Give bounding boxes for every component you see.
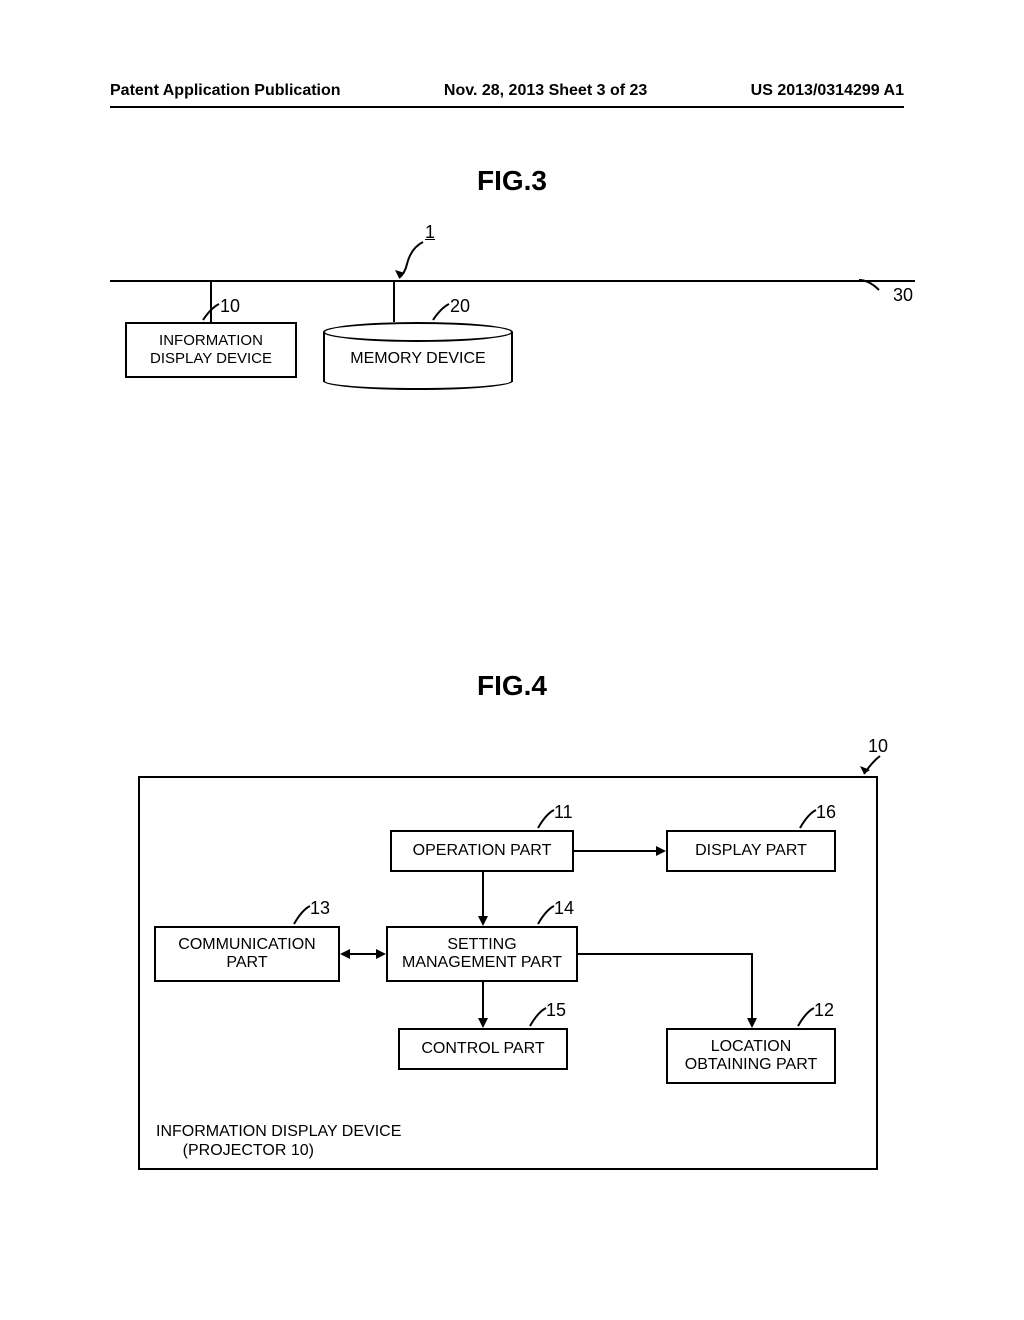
p14-l2: MANAGEMENT PART xyxy=(402,954,562,972)
caption-l2: (PROJECTOR 10) xyxy=(183,1142,314,1159)
header-right: US 2013/0314299 A1 xyxy=(751,82,904,100)
arrowhead-14 xyxy=(376,949,386,959)
page-header: Patent Application Publication Nov. 28, … xyxy=(110,82,904,106)
ref-30: 30 xyxy=(893,285,913,306)
arrow-14-15 xyxy=(482,982,484,1018)
header-center: Nov. 28, 2013 Sheet 3 of 23 xyxy=(444,82,647,100)
arrowhead-13 xyxy=(340,949,350,959)
outer-caption: INFORMATION DISPLAY DEVICE (PROJECTOR 10… xyxy=(156,1122,401,1160)
header-left: Patent Application Publication xyxy=(110,82,341,100)
leader-11 xyxy=(534,810,558,832)
memory-device-label: MEMORY DEVICE xyxy=(323,350,513,368)
p13-l1: COMMUNICATION xyxy=(178,936,315,954)
leader-12 xyxy=(794,1008,818,1030)
cyl-bot xyxy=(323,372,513,390)
bus-drop-20 xyxy=(393,280,395,322)
arrow-14-12-h xyxy=(578,953,753,955)
arrowhead-11-16 xyxy=(656,846,666,856)
ref-10-outer: 10 xyxy=(868,736,888,757)
ref-20: 20 xyxy=(450,296,470,317)
display-part: DISPLAY PART xyxy=(666,830,836,872)
box10-line1: INFORMATION xyxy=(159,332,263,350)
p12-l1: LOCATION xyxy=(711,1038,792,1056)
fig4-title: FIG.4 xyxy=(412,670,612,702)
setting-management-part: SETTING MANAGEMENT PART xyxy=(386,926,578,982)
memory-device-cylinder: MEMORY DEVICE xyxy=(323,322,513,390)
caption-l1: INFORMATION DISPLAY DEVICE xyxy=(156,1123,401,1140)
leader-16 xyxy=(796,810,820,832)
fig3-diagram: 1 30 10 INFORMATION DISPLAY DEVICE 20 xyxy=(115,230,895,470)
ref-10: 10 xyxy=(220,296,240,317)
information-display-device-box: INFORMATION DISPLAY DEVICE xyxy=(125,322,297,378)
leader-30 xyxy=(859,278,885,294)
p12-l2: OBTAINING PART xyxy=(685,1056,817,1074)
arrow-13-14 xyxy=(350,953,376,955)
arrowhead-11-14 xyxy=(478,916,488,926)
arrow-11-16 xyxy=(574,850,656,852)
leader-14 xyxy=(534,906,558,928)
control-part: CONTROL PART xyxy=(398,1028,568,1070)
arrow-14-12-v xyxy=(751,953,753,1018)
leader-20 xyxy=(429,304,453,324)
p14-l1: SETTING xyxy=(447,936,516,954)
fig4-diagram: 10 INFORMATION DISPLAY DEVICE (PROJECTOR… xyxy=(138,740,878,1170)
cyl-top xyxy=(323,322,513,342)
p16-label: DISPLAY PART xyxy=(695,842,807,860)
header-rule xyxy=(110,106,904,108)
fig3-title: FIG.3 xyxy=(412,165,612,197)
p11-label: OPERATION PART xyxy=(413,842,552,860)
arrow-11-14 xyxy=(482,872,484,916)
bus-line xyxy=(110,280,915,282)
arrowhead-14-15 xyxy=(478,1018,488,1028)
leader-15 xyxy=(526,1008,550,1030)
p13-l2: PART xyxy=(226,954,267,972)
p15-label: CONTROL PART xyxy=(421,1040,544,1058)
leader-1 xyxy=(393,240,427,282)
location-obtaining-part: LOCATION OBTAINING PART xyxy=(666,1028,836,1084)
communication-part: COMMUNICATION PART xyxy=(154,926,340,982)
operation-part: OPERATION PART xyxy=(390,830,574,872)
box10-line2: DISPLAY DEVICE xyxy=(150,350,272,368)
leader-10 xyxy=(199,304,223,324)
leader-13 xyxy=(290,906,314,928)
arrowhead-14-12 xyxy=(747,1018,757,1028)
page: Patent Application Publication Nov. 28, … xyxy=(0,0,1024,1320)
